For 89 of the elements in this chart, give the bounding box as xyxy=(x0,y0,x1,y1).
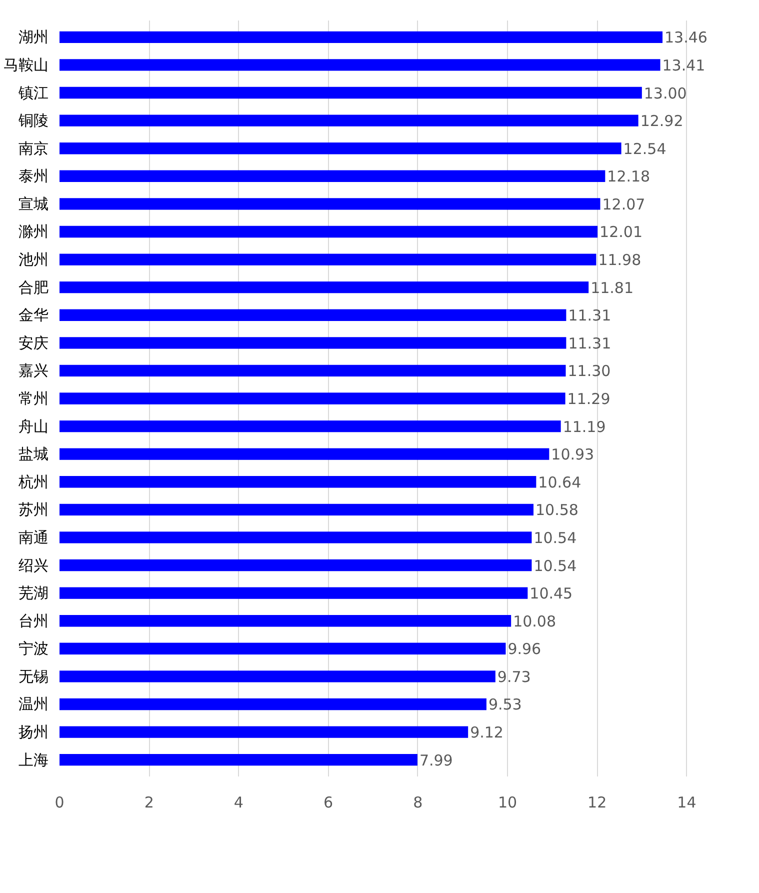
y-tick-label: 扬州 xyxy=(18,723,48,742)
bar xyxy=(60,504,534,516)
bar xyxy=(60,226,598,238)
bar xyxy=(60,476,536,488)
y-tick-label: 南京 xyxy=(18,139,48,158)
bar xyxy=(60,170,606,182)
data-label: 11.19 xyxy=(562,418,606,436)
y-tick-label: 舟山 xyxy=(18,417,48,436)
data-label: 11.31 xyxy=(568,306,612,325)
bar xyxy=(60,726,468,738)
y-tick-label: 池州 xyxy=(18,250,48,269)
y-tick-label: 嘉兴 xyxy=(18,362,48,380)
data-label: 10.08 xyxy=(513,612,556,630)
bar xyxy=(60,309,566,321)
y-tick-label: 南通 xyxy=(18,528,48,546)
data-label: 13.00 xyxy=(644,84,687,102)
y-tick-label: 滁州 xyxy=(18,222,48,241)
y-tick-label: 宣城 xyxy=(18,194,48,213)
bar xyxy=(60,31,663,44)
y-tick-label: 绍兴 xyxy=(18,556,48,574)
y-tick-label: 苏州 xyxy=(18,500,48,519)
data-label: 12.01 xyxy=(600,223,643,242)
y-tick-label: 台州 xyxy=(18,612,48,630)
bar xyxy=(60,420,561,432)
y-tick-label: 安庆 xyxy=(18,334,48,352)
bar xyxy=(60,615,512,627)
y-tick-label: 合肥 xyxy=(18,278,48,296)
y-tick-label: 湖州 xyxy=(18,28,48,46)
bar xyxy=(60,698,486,710)
y-tick-label: 铜陵 xyxy=(18,112,48,130)
data-label: 11.98 xyxy=(598,251,642,270)
y-tick-label: 马鞍山 xyxy=(4,56,48,74)
bar xyxy=(60,364,566,377)
data-label: 11.29 xyxy=(567,390,610,408)
data-label: 9.12 xyxy=(470,724,504,742)
data-label: 10.54 xyxy=(534,556,577,575)
bar xyxy=(60,448,550,460)
x-tick-label: 2 xyxy=(144,794,154,812)
data-label: 10.64 xyxy=(538,473,582,492)
y-tick-label: 泰州 xyxy=(18,167,48,186)
data-label: 12.07 xyxy=(602,195,646,214)
y-tick-label: 常州 xyxy=(18,390,48,408)
data-label: 12.92 xyxy=(640,112,684,130)
y-tick-label: 上海 xyxy=(18,750,48,769)
data-label: 11.30 xyxy=(568,362,611,380)
data-label: 10.58 xyxy=(535,501,578,520)
data-label: 10.93 xyxy=(551,446,594,464)
x-tick-label: 0 xyxy=(54,794,64,812)
data-label: 12.18 xyxy=(607,168,650,186)
bar xyxy=(60,559,532,572)
x-tick-label: 8 xyxy=(413,794,423,812)
y-tick-label: 盐城 xyxy=(18,445,48,464)
bar xyxy=(60,392,566,404)
bar xyxy=(60,142,622,154)
bar xyxy=(60,254,596,266)
data-label: 7.99 xyxy=(419,751,453,770)
bar xyxy=(60,642,506,654)
data-label: 11.31 xyxy=(568,334,612,352)
bar xyxy=(60,337,566,349)
data-label: 9.96 xyxy=(508,640,542,658)
bar xyxy=(60,86,642,99)
y-tick-label: 镇江 xyxy=(18,84,48,102)
data-label: 10.45 xyxy=(530,584,573,603)
data-label: 13.46 xyxy=(664,28,708,47)
data-label: 10.54 xyxy=(534,528,577,547)
data-label: 11.81 xyxy=(590,278,634,297)
y-tick-label: 杭州 xyxy=(18,472,48,491)
bar xyxy=(60,198,600,210)
data-label: 13.41 xyxy=(662,56,706,74)
bar xyxy=(60,587,528,599)
bar xyxy=(60,670,496,682)
bar xyxy=(60,114,638,126)
bar xyxy=(60,754,418,766)
y-tick-label: 芜湖 xyxy=(18,584,48,602)
data-label: 12.54 xyxy=(623,140,666,158)
bar xyxy=(60,281,589,294)
y-tick-label: 无锡 xyxy=(18,667,48,686)
data-label: 9.53 xyxy=(488,696,522,714)
x-tick-label: 12 xyxy=(588,794,607,812)
x-tick-label: 10 xyxy=(498,794,518,812)
x-tick-label: 4 xyxy=(234,794,244,812)
x-tick-label: 6 xyxy=(324,794,334,812)
bar xyxy=(60,532,532,544)
y-tick-label: 金华 xyxy=(18,306,48,324)
y-tick-label: 宁波 xyxy=(18,640,48,658)
data-label: 9.73 xyxy=(497,668,531,686)
x-tick-label: 14 xyxy=(677,794,696,812)
bar xyxy=(60,59,660,71)
y-tick-label: 温州 xyxy=(18,695,48,714)
